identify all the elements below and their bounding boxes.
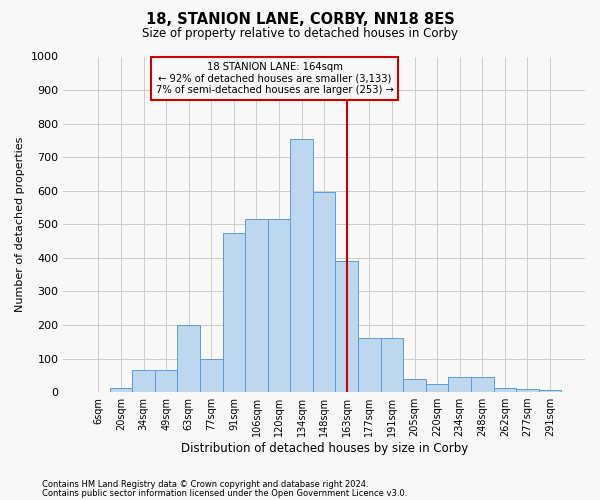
X-axis label: Distribution of detached houses by size in Corby: Distribution of detached houses by size …: [181, 442, 468, 455]
Text: 18, STANION LANE, CORBY, NN18 8ES: 18, STANION LANE, CORBY, NN18 8ES: [146, 12, 454, 28]
Text: Contains public sector information licensed under the Open Government Licence v3: Contains public sector information licen…: [42, 488, 407, 498]
Bar: [200, 358, 223, 392]
Text: 18 STANION LANE: 164sqm
← 92% of detached houses are smaller (3,133)
7% of semi-: 18 STANION LANE: 164sqm ← 92% of detache…: [155, 62, 394, 95]
Bar: [268, 220, 290, 392]
Bar: [471, 377, 494, 392]
Text: Size of property relative to detached houses in Corby: Size of property relative to detached ho…: [142, 28, 458, 40]
Bar: [516, 390, 539, 392]
Bar: [426, 384, 448, 392]
Bar: [539, 390, 561, 392]
Bar: [132, 370, 155, 392]
Bar: [245, 220, 268, 392]
Bar: [178, 325, 200, 392]
Bar: [155, 370, 178, 392]
Bar: [358, 338, 380, 392]
Text: Contains HM Land Registry data © Crown copyright and database right 2024.: Contains HM Land Registry data © Crown c…: [42, 480, 368, 489]
Bar: [494, 388, 516, 392]
Bar: [335, 261, 358, 392]
Y-axis label: Number of detached properties: Number of detached properties: [15, 136, 25, 312]
Bar: [290, 138, 313, 392]
Bar: [223, 232, 245, 392]
Bar: [110, 388, 132, 392]
Bar: [380, 338, 403, 392]
Bar: [313, 192, 335, 392]
Bar: [403, 378, 426, 392]
Bar: [448, 377, 471, 392]
